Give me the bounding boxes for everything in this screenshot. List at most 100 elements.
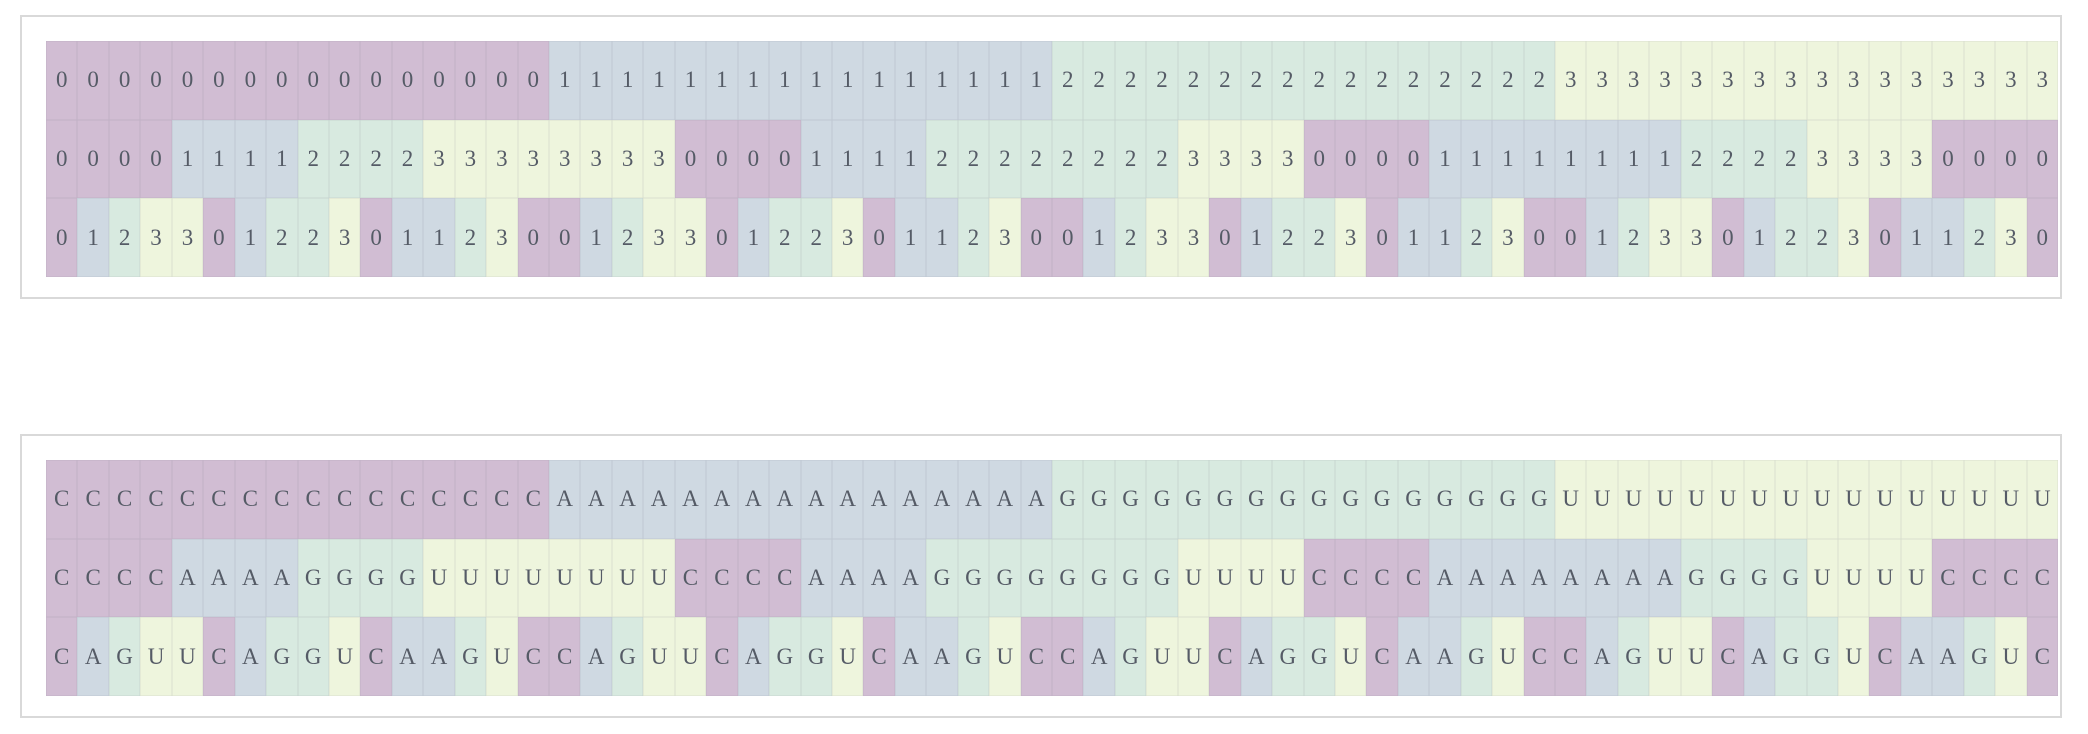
digit-cell: 3 xyxy=(2026,41,2058,120)
digit-cell: 1 xyxy=(1020,41,1052,120)
base-cell: A xyxy=(1020,460,1052,539)
digit-cell: 2 xyxy=(1303,41,1335,120)
digit-cell: 0 xyxy=(360,198,392,277)
base-cell: A xyxy=(737,460,770,539)
digit-cell: 2 xyxy=(1366,41,1398,120)
digit-cell: 2 xyxy=(297,198,329,277)
digit-cell: 0 xyxy=(1963,119,1996,199)
base-cell: G xyxy=(1460,460,1493,539)
base-cell: G xyxy=(1240,460,1273,539)
digit-cell: 2 xyxy=(1272,41,1304,120)
digit-cell: 3 xyxy=(1680,41,1713,120)
base-cell: U xyxy=(328,617,361,696)
base-cell: G xyxy=(454,617,487,696)
base-cell: A xyxy=(1743,617,1776,696)
digit-cell: 0 xyxy=(1555,198,1587,277)
base-cell: G xyxy=(1743,538,1776,618)
base-cell: C xyxy=(517,460,549,539)
base-cell: A xyxy=(1555,538,1587,618)
base-cell: U xyxy=(517,538,549,618)
base-cell: C xyxy=(203,617,235,696)
digit-cell: 2 xyxy=(266,198,298,277)
digit-cell: 2 xyxy=(454,198,487,277)
base-cell: C xyxy=(108,538,141,618)
base-cell: U xyxy=(1806,538,1838,618)
digit-cell: 2 xyxy=(1806,198,1838,277)
digit-cell: 0 xyxy=(297,41,329,120)
base-cell: A xyxy=(1649,538,1681,618)
digit-cell: 1 xyxy=(1586,119,1618,199)
base-cell: C xyxy=(1555,617,1587,696)
digit-cell: 3 xyxy=(1146,198,1178,277)
digit-cell: 2 xyxy=(1272,198,1304,277)
base-cell: A xyxy=(1083,617,1115,696)
base-cell: C xyxy=(1209,617,1241,696)
digit-cell: 1 xyxy=(203,119,235,199)
digit-cell: 0 xyxy=(454,41,487,120)
base-cell: U xyxy=(831,617,864,696)
digit-cell: 0 xyxy=(1366,198,1398,277)
digit-cell: 3 xyxy=(171,198,204,277)
base-cell: U xyxy=(1209,538,1241,618)
base-cell: U xyxy=(643,538,675,618)
digit-cell: 2 xyxy=(1775,119,1807,199)
digit-cell: 0 xyxy=(1052,198,1084,277)
digit-cell: 2 xyxy=(297,119,329,199)
base-cell: A xyxy=(800,538,832,618)
base-cell: G xyxy=(360,538,392,618)
digit-cell: 3 xyxy=(643,119,675,199)
digit-cell: 0 xyxy=(486,41,518,120)
digit-cell: 2 xyxy=(1177,41,1210,120)
base-cell: A xyxy=(549,460,581,539)
base-cell: C xyxy=(674,538,707,618)
digit-cell: 3 xyxy=(1649,41,1681,120)
digit-cell: 2 xyxy=(1209,41,1241,120)
base-cell: U xyxy=(611,538,644,618)
digit-cell: 2 xyxy=(1963,198,1996,277)
base-cell: C xyxy=(737,538,770,618)
base-cell: U xyxy=(1680,460,1713,539)
digit-cell: 0 xyxy=(1366,119,1398,199)
digit-cell: 0 xyxy=(1209,198,1241,277)
base-cell: C xyxy=(391,460,424,539)
base-cell: U xyxy=(1837,617,1870,696)
base-cell: C xyxy=(1995,538,2027,618)
digit-cell: 3 xyxy=(1177,119,1210,199)
base-cell: A xyxy=(234,538,267,618)
base-cell: C xyxy=(108,460,141,539)
digit-cell: 3 xyxy=(140,198,172,277)
base-cell: A xyxy=(894,460,927,539)
digit-cell: 1 xyxy=(894,41,927,120)
base-cell: C xyxy=(46,617,78,696)
digit-cell: 0 xyxy=(706,198,738,277)
digit-cell: 3 xyxy=(1806,119,1838,199)
base-cell: U xyxy=(1995,460,2027,539)
digit-cell: 3 xyxy=(1680,198,1713,277)
base-cell: G xyxy=(1083,538,1115,618)
base-cell: U xyxy=(1837,538,1870,618)
digit-cell: 1 xyxy=(391,198,424,277)
base-cell: U xyxy=(1617,460,1650,539)
digit-cell: 3 xyxy=(611,119,644,199)
digit-cell: 2 xyxy=(360,119,392,199)
digit-cell: 0 xyxy=(1995,119,2027,199)
base-cell: A xyxy=(203,538,235,618)
base-cell: A xyxy=(1900,617,1933,696)
digit-cell: 0 xyxy=(140,41,172,120)
base-cell: C xyxy=(77,538,109,618)
digit-cell: 2 xyxy=(1460,41,1493,120)
digit-cell: 1 xyxy=(800,119,832,199)
digit-cell: 3 xyxy=(1837,41,1870,120)
base-cell: U xyxy=(1932,460,1964,539)
digit-cell: 3 xyxy=(1649,198,1681,277)
digit-cell: 1 xyxy=(266,119,298,199)
digit-cell: 3 xyxy=(423,119,455,199)
base-cell: A xyxy=(1523,538,1555,618)
digit-cell: 3 xyxy=(580,119,612,199)
digit-cell: 1 xyxy=(77,198,109,277)
base-cell: U xyxy=(140,617,172,696)
digit-cell: 0 xyxy=(1020,198,1052,277)
base-cell: C xyxy=(297,460,329,539)
base-cell: C xyxy=(1052,617,1084,696)
